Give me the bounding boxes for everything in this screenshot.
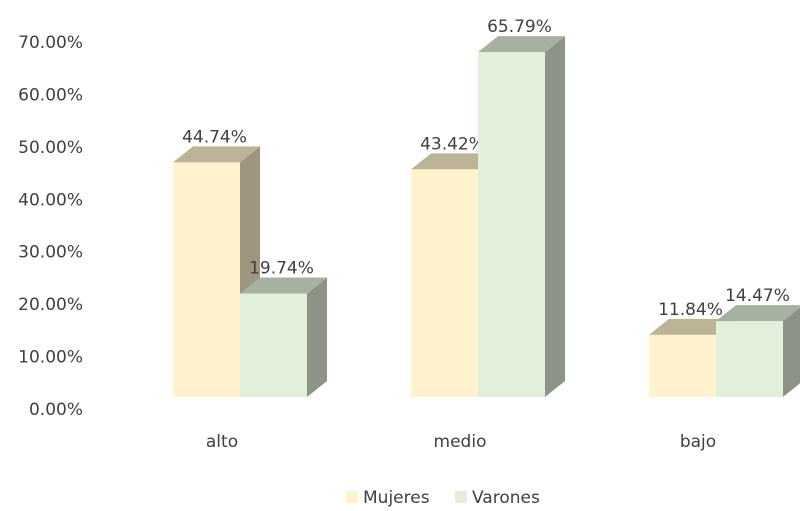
legend-swatch — [455, 491, 467, 503]
bar-front — [649, 334, 716, 397]
y-tick-label: 40.00% — [18, 190, 83, 210]
bar-front — [240, 293, 307, 397]
bar-top — [240, 277, 327, 294]
legend-label: Mujeres — [363, 488, 430, 508]
data-label: 65.79% — [487, 17, 552, 37]
bar — [478, 36, 565, 398]
bar-front — [716, 321, 783, 397]
bar-front — [478, 52, 545, 398]
y-tick-label: 70.00% — [18, 33, 83, 53]
y-tick-label: 0.00% — [29, 400, 83, 420]
data-label: 14.47% — [725, 286, 790, 306]
legend-swatch — [346, 491, 358, 503]
bar-top — [173, 146, 260, 163]
y-tick-label: 50.00% — [18, 138, 83, 158]
data-label: 11.84% — [658, 300, 723, 320]
x-tick-label: medio — [434, 432, 487, 452]
bar-top — [716, 305, 800, 322]
y-tick-label: 10.00% — [18, 348, 83, 368]
bar — [716, 305, 800, 397]
bar-top — [649, 318, 736, 335]
bar-front — [173, 162, 240, 397]
data-label: 19.74% — [249, 259, 314, 279]
data-label: 44.74% — [182, 127, 247, 147]
y-tick-label: 60.00% — [18, 85, 83, 105]
bar-side — [783, 307, 800, 397]
x-tick-label: bajo — [680, 432, 716, 452]
data-label: 43.42% — [420, 134, 485, 154]
x-tick-label: alto — [206, 432, 238, 452]
bar-side — [307, 277, 327, 397]
bar-front — [411, 169, 478, 397]
legend-label: Varones — [472, 488, 540, 508]
bar-top — [478, 36, 565, 53]
y-tick-label: 30.00% — [18, 243, 83, 263]
bar-top — [411, 153, 498, 170]
bar — [240, 277, 327, 397]
y-tick-label: 20.00% — [18, 295, 83, 315]
bar-side — [545, 36, 565, 398]
